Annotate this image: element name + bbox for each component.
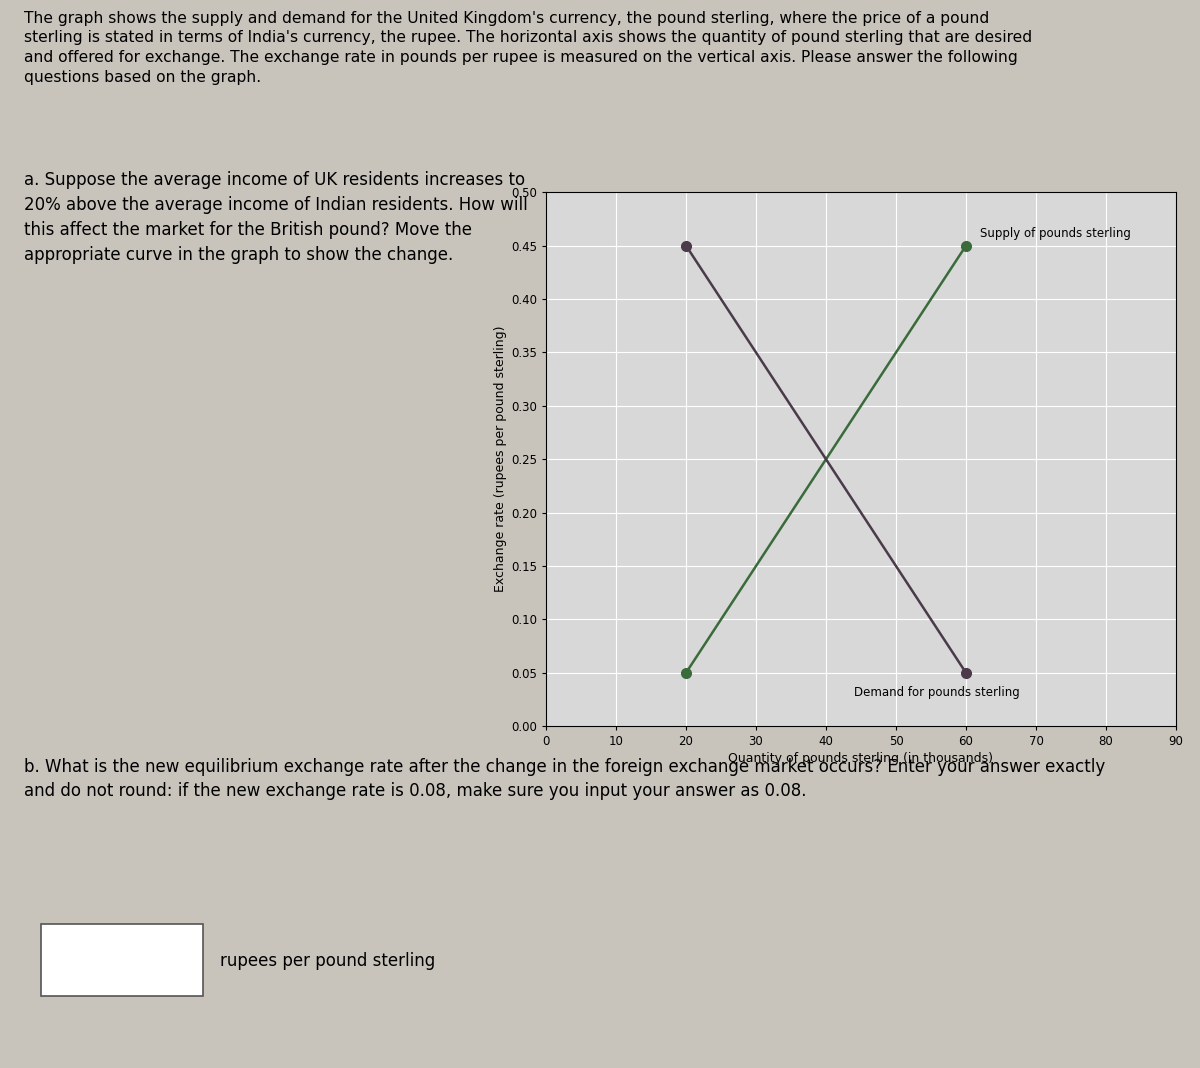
Text: Supply of pounds sterling: Supply of pounds sterling xyxy=(980,227,1130,240)
Y-axis label: Exchange rate (rupees per pound sterling): Exchange rate (rupees per pound sterling… xyxy=(494,326,506,593)
Text: rupees per pound sterling: rupees per pound sterling xyxy=(220,952,436,970)
Text: Demand for pounds sterling: Demand for pounds sterling xyxy=(854,686,1020,698)
Text: b. What is the new equilibrium exchange rate after the change in the foreign exc: b. What is the new equilibrium exchange … xyxy=(24,758,1105,800)
Text: a. Suppose the average income of UK residents increases to
20% above the average: a. Suppose the average income of UK resi… xyxy=(24,171,528,264)
Text: The graph shows the supply and demand for the United Kingdom's currency, the pou: The graph shows the supply and demand fo… xyxy=(24,11,1032,85)
X-axis label: Quantity of pounds sterling (in thousands): Quantity of pounds sterling (in thousand… xyxy=(728,753,994,766)
FancyBboxPatch shape xyxy=(41,924,203,996)
